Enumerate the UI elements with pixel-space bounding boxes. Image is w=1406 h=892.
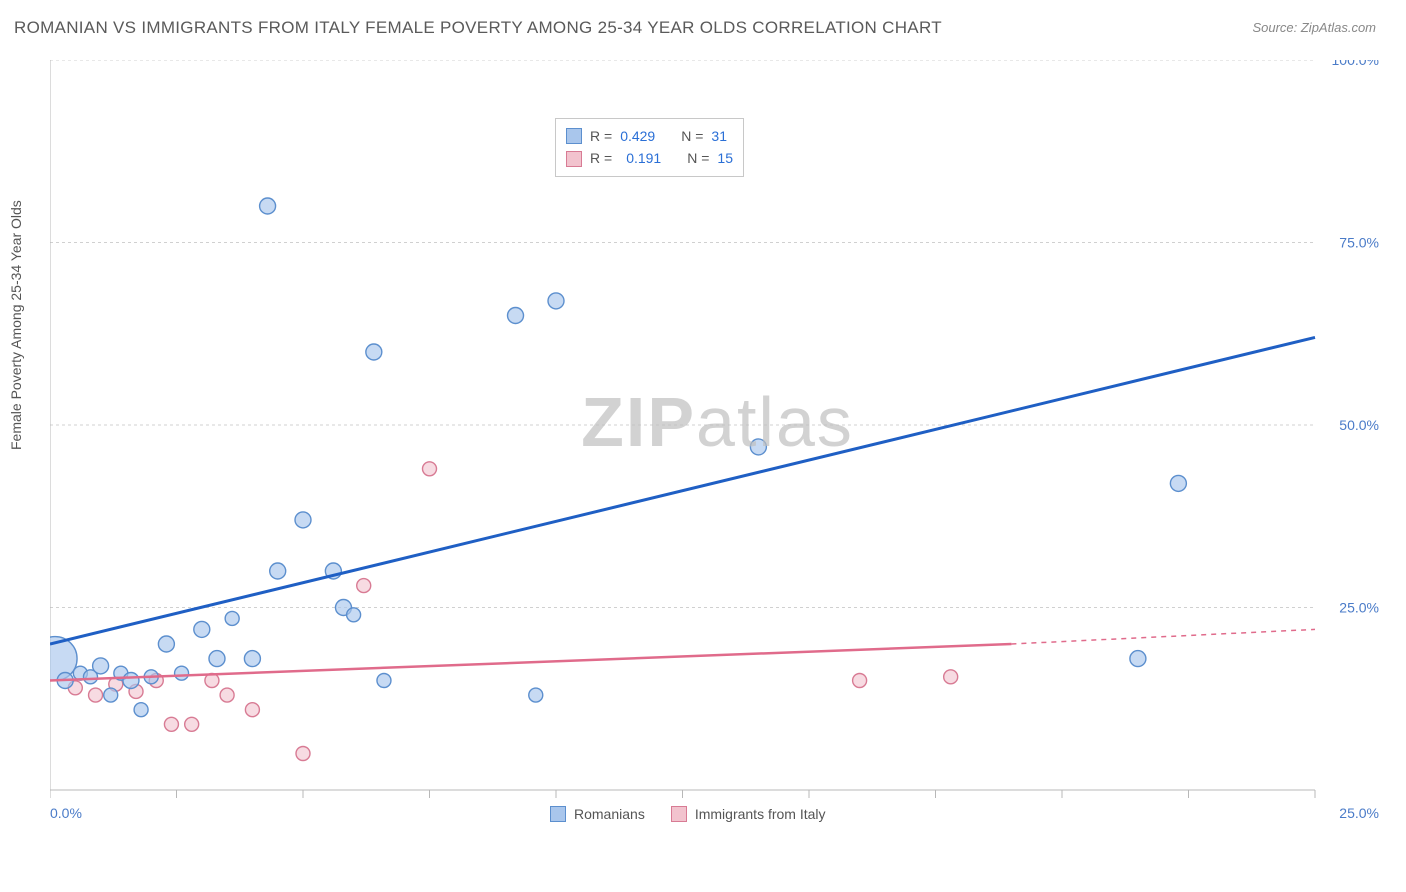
legend-correlation: R = 0.429 N = 31 R = 0.191 N = 15 <box>555 118 744 177</box>
legend-series: Romanians Immigrants from Italy <box>550 806 826 822</box>
svg-text:50.0%: 50.0% <box>1339 417 1379 433</box>
legend-item-romanians: Romanians <box>550 806 645 822</box>
swatch-romanians-2 <box>550 806 566 822</box>
swatch-italy-2 <box>671 806 687 822</box>
svg-text:100.0%: 100.0% <box>1332 60 1379 68</box>
legend-italy-N: 15 <box>717 147 733 169</box>
legend-romanians-R: 0.429 <box>620 125 655 147</box>
svg-text:0.0%: 0.0% <box>50 805 82 821</box>
legend-romanians-N: 31 <box>711 125 727 147</box>
svg-text:25.0%: 25.0% <box>1339 805 1379 821</box>
chart-title: ROMANIAN VS IMMIGRANTS FROM ITALY FEMALE… <box>14 18 942 38</box>
y-axis-label: Female Poverty Among 25-34 Year Olds <box>8 200 24 450</box>
legend-R-label: R = <box>590 125 612 147</box>
legend-N-label-2: N = <box>687 147 709 169</box>
legend-N-label: N = <box>681 125 703 147</box>
legend-row-romanians: R = 0.429 N = 31 <box>566 125 733 147</box>
swatch-italy <box>566 151 582 167</box>
legend-item-italy: Immigrants from Italy <box>671 806 826 822</box>
legend-R-label-2: R = <box>590 147 612 169</box>
source-attribution: Source: ZipAtlas.com <box>1252 20 1376 35</box>
swatch-romanians <box>566 128 582 144</box>
legend-label-italy: Immigrants from Italy <box>695 806 826 822</box>
legend-row-italy: R = 0.191 N = 15 <box>566 147 733 169</box>
chart-area: 25.0%50.0%75.0%100.0%0.0%25.0% ZIPatlas … <box>50 60 1385 830</box>
legend-label-romanians: Romanians <box>574 806 645 822</box>
legend-italy-R: 0.191 <box>626 147 661 169</box>
svg-text:25.0%: 25.0% <box>1339 600 1379 616</box>
svg-text:75.0%: 75.0% <box>1339 235 1379 251</box>
